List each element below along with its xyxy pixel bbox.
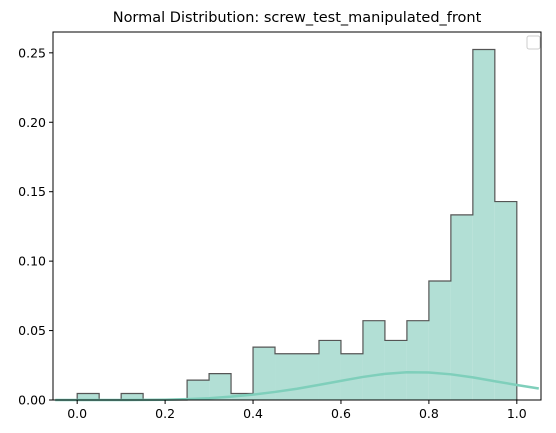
chart-title: Normal Distribution: screw_test_manipula… [113,10,482,26]
histogram-bar [472,49,495,400]
x-tick-label: 0.0 [67,406,87,421]
x-tick-label: 0.8 [419,406,439,421]
histogram-bar [406,320,429,400]
y-tick-label: 0.00 [18,393,46,408]
histogram-bar [362,320,385,400]
histogram-bar [428,280,451,400]
plot-frame [52,31,542,401]
y-tick-label: 0.10 [18,254,46,269]
y-tick-label: 0.20 [18,115,46,130]
y-tick-label: 0.25 [18,45,46,60]
axes: 0.0 0.2 0.4 0.6 0.8 1.0 0.00 0.05 0.10 0.15 0.20 0.… [18,31,542,421]
histogram-outline [76,48,518,401]
histogram-bar [77,393,100,400]
histogram-bar [253,347,276,400]
histogram-bar [450,214,473,400]
histogram-bar [384,340,407,400]
histogram-bars [76,48,518,401]
histogram-bar [187,380,210,400]
x-tick-label: 1.0 [507,406,527,421]
histogram-bar [121,393,144,400]
histogram-bar [340,353,363,400]
histogram-bar [318,340,341,400]
x-tick-label: 0.2 [155,406,175,421]
histogram-bar [297,353,319,400]
histogram-bar [494,201,517,400]
y-tick-label: 0.15 [18,184,46,199]
x-tick-label: 0.4 [243,406,263,421]
legend-box [526,35,541,50]
y-tick-label: 0.05 [18,323,46,338]
x-tick-label: 0.6 [331,406,351,421]
histogram-bar [275,353,297,400]
histogram-bar [209,373,232,400]
